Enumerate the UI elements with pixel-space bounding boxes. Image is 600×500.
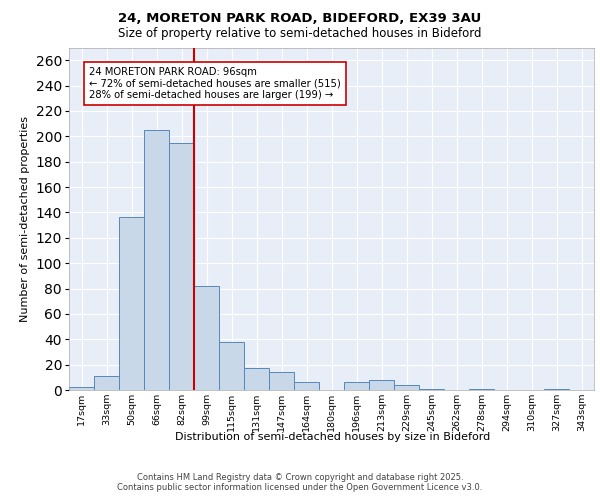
Bar [294,382,319,390]
Bar [69,388,94,390]
Bar [144,130,169,390]
Bar [169,142,194,390]
Bar [269,372,294,390]
Bar [94,376,119,390]
Bar [194,286,219,390]
Bar [119,218,144,390]
Text: 24 MORETON PARK ROAD: 96sqm
← 72% of semi-detached houses are smaller (515)
28% : 24 MORETON PARK ROAD: 96sqm ← 72% of sem… [89,66,341,100]
Text: Size of property relative to semi-detached houses in Bideford: Size of property relative to semi-detach… [118,28,482,40]
Bar [544,388,569,390]
Bar [369,380,394,390]
Bar [394,385,419,390]
Y-axis label: Number of semi-detached properties: Number of semi-detached properties [20,116,30,322]
Bar [244,368,269,390]
Text: Distribution of semi-detached houses by size in Bideford: Distribution of semi-detached houses by … [175,432,491,442]
Bar [469,388,494,390]
Bar [219,342,244,390]
Bar [344,382,369,390]
Bar [419,388,444,390]
Text: 24, MORETON PARK ROAD, BIDEFORD, EX39 3AU: 24, MORETON PARK ROAD, BIDEFORD, EX39 3A… [118,12,482,26]
Text: Contains HM Land Registry data © Crown copyright and database right 2025.
Contai: Contains HM Land Registry data © Crown c… [118,473,482,492]
